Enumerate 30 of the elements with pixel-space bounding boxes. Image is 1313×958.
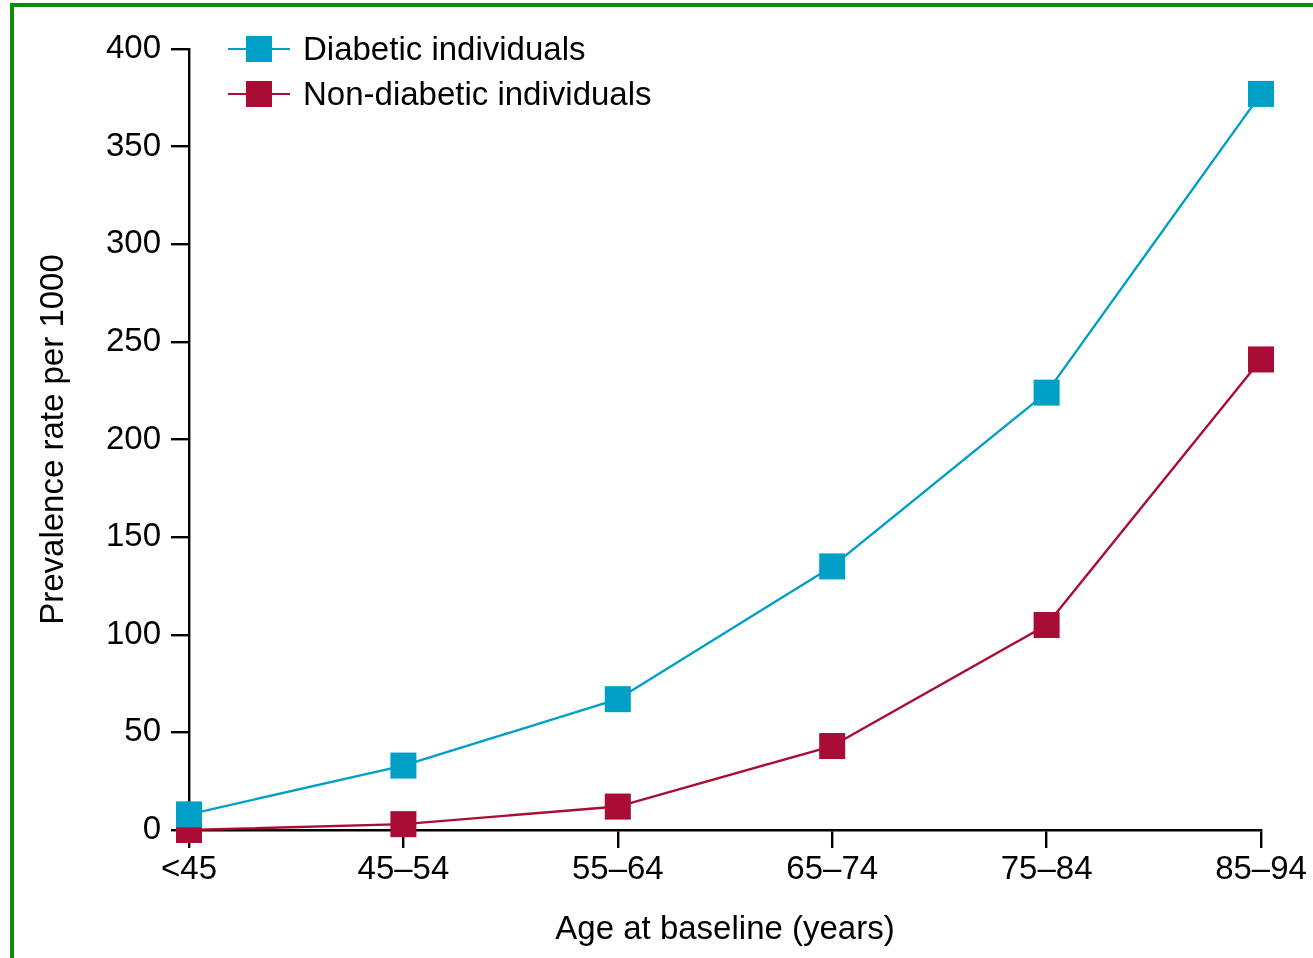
point [1247, 80, 1275, 107]
y-tick-label: 150 [105, 516, 161, 554]
point [1033, 379, 1060, 406]
x-tick-label: 85–94 [1215, 848, 1307, 886]
point [819, 553, 846, 580]
point [390, 752, 417, 779]
point [604, 686, 631, 713]
x-tick-label: 75–84 [1000, 848, 1093, 886]
x-tick-label: 45–54 [357, 848, 450, 886]
point [1033, 611, 1060, 638]
legend-label: Non-diabetic individuals [303, 75, 652, 112]
y-tick-label: 50 [124, 711, 161, 749]
y-tick-label: 250 [105, 320, 161, 358]
x-tick-label: 65–74 [786, 848, 879, 886]
y-tick-label: 350 [105, 125, 161, 163]
point [390, 811, 417, 838]
y-tick-label: 0 [142, 809, 161, 847]
point [604, 793, 631, 820]
y-tick-label: 100 [105, 613, 161, 651]
x-tick-label: 55–64 [571, 848, 664, 886]
point [819, 733, 846, 760]
y-axis-title: Prevalence rate per 1000 [32, 254, 70, 625]
y-tick-label: 400 [105, 28, 161, 66]
y-tick-label: 200 [105, 418, 161, 456]
x-axis-title: Age at baseline (years) [555, 909, 895, 947]
y-tick-label: 300 [105, 223, 161, 261]
point [1247, 346, 1275, 373]
legend-label: Diabetic individuals [303, 30, 586, 67]
x-tick-label: <45 [161, 848, 217, 886]
point [175, 801, 203, 828]
